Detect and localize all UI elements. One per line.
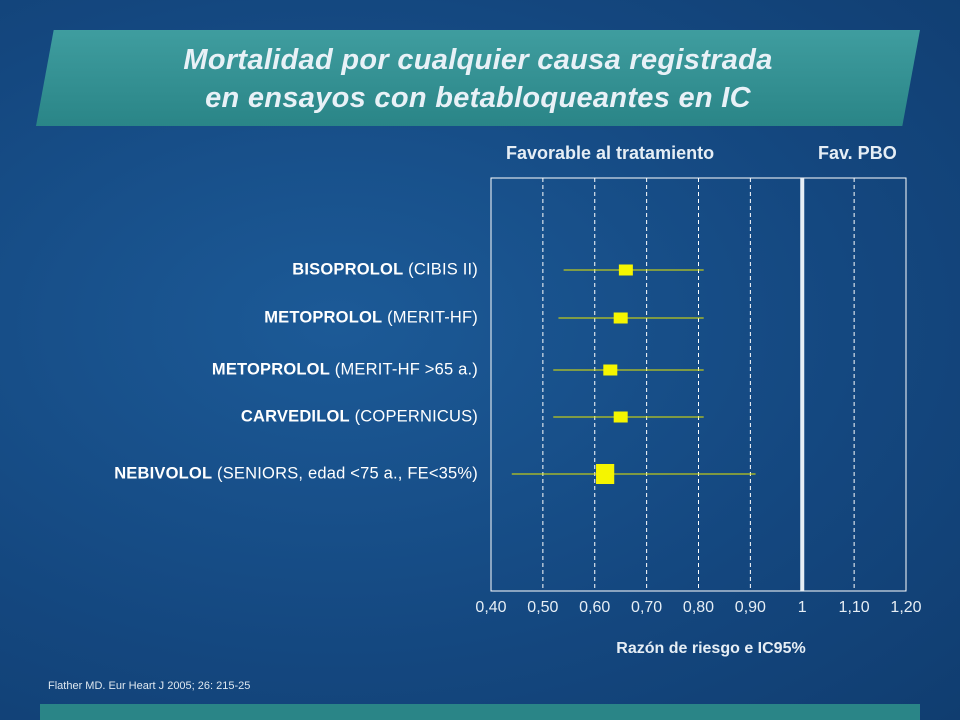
title-line-2: en ensayos con betabloqueantes en IC bbox=[205, 82, 751, 114]
slide-title: Mortalidad por cualquier causa registrad… bbox=[36, 34, 920, 124]
drug-name: CARVEDILOL bbox=[240, 407, 350, 426]
footer-bar bbox=[40, 704, 920, 720]
drug-name: METOPROLOL bbox=[211, 360, 330, 379]
row-label: NEBIVOLOL (SENIORS, edad <75 a., FE<35%) bbox=[114, 465, 478, 484]
x-tick-label: 0,80 bbox=[682, 599, 715, 616]
drug-name: METOPROLOL bbox=[264, 308, 383, 327]
hr-marker bbox=[618, 264, 633, 276]
trial-name: (COPERNICUS) bbox=[349, 407, 478, 426]
trial-name: (SENIORS, edad <75 a., FE<35%) bbox=[212, 464, 478, 483]
title-banner bbox=[36, 30, 920, 126]
title-line-1: Mortalidad por cualquier causa registrad… bbox=[183, 44, 773, 76]
hr-marker bbox=[603, 364, 618, 376]
drug-name: BISOPROLOL bbox=[292, 260, 404, 279]
row-label: METOPROLOL (MERIT-HF) bbox=[264, 309, 478, 328]
x-tick-label: 0,60 bbox=[579, 599, 611, 616]
trial-name: (MERIT-HF >65 a.) bbox=[330, 360, 478, 379]
x-tick-label: 0,70 bbox=[631, 599, 663, 616]
row-label: BISOPROLOL (CIBIS II) bbox=[292, 261, 478, 280]
hr-marker bbox=[613, 411, 628, 423]
x-tick-label: 1,10 bbox=[838, 599, 870, 616]
x-tick-label: 1 bbox=[797, 599, 807, 616]
trial-name: (MERIT-HF) bbox=[382, 308, 478, 327]
x-axis-label: Razón de riesgo e IC95% bbox=[616, 640, 806, 657]
x-tick-label: 0,90 bbox=[734, 599, 766, 616]
source-citation: Flather MD. Eur Heart J 2005; 26: 215-25 bbox=[48, 680, 251, 692]
hr-marker bbox=[596, 463, 615, 485]
row-label: CARVEDILOL (COPERNICUS) bbox=[241, 408, 478, 427]
hr-marker bbox=[613, 312, 628, 324]
row-label: METOPROLOL (MERIT-HF >65 a.) bbox=[212, 361, 478, 380]
header-favorable-placebo: Fav. PBO bbox=[818, 143, 897, 163]
trial-name: (CIBIS II) bbox=[403, 260, 478, 279]
x-tick-label: 0,40 bbox=[475, 599, 507, 616]
x-tick-label: 1,20 bbox=[890, 599, 922, 616]
header-favorable-treatment: Favorable al tratamiento bbox=[506, 143, 715, 163]
x-tick-label: 0,50 bbox=[527, 599, 559, 616]
drug-name: NEBIVOLOL bbox=[114, 464, 213, 483]
